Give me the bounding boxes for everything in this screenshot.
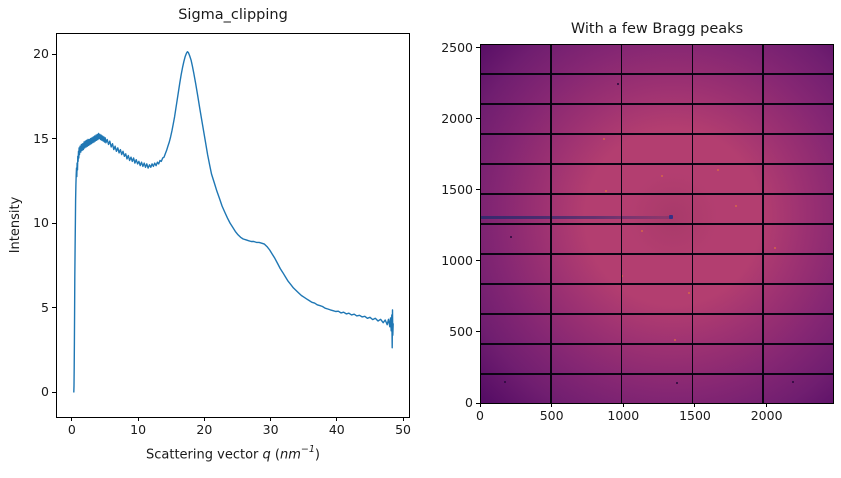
x-tick-label: 0 [476,408,484,423]
module-gap-vertical [762,45,764,403]
detector-image [480,44,834,404]
y-tick-label: 10 [33,215,49,231]
module-gap-vertical [550,45,552,403]
y-tick-mark [476,118,480,120]
bragg-peak [673,339,676,342]
y-tick-label: 5 [41,299,49,315]
x-tick-mark [270,417,272,421]
xlabel-q-symbol: q [262,447,271,463]
module-gap-vertical [691,45,693,403]
x-tick-mark [71,417,73,421]
x-tick-label: 50 [395,422,411,437]
y-tick-label: 2500 [441,39,473,55]
bragg-peak [605,190,608,193]
module-gap-horizontal [481,312,833,316]
bragg-peak [716,169,719,172]
left-x-axis-label: Scattering vector q (nm−1) [56,444,410,463]
bragg-peak [773,247,776,250]
left-plot-title: Sigma_clipping [178,7,288,23]
y-tick-mark [476,189,480,191]
y-tick-mark [52,53,56,55]
module-gap-horizontal [481,222,833,226]
y-tick-mark [52,222,56,224]
y-tick-mark [52,391,56,393]
y-tick-label: 0 [41,384,49,400]
y-tick-mark [476,47,480,49]
x-tick-mark [622,403,624,407]
x-tick-label: 0 [67,422,76,437]
x-tick-mark [551,403,553,407]
bragg-peak [735,205,738,208]
beam-center-dot [669,215,674,220]
xlabel-exponent: −1 [300,444,315,455]
x-tick-mark [137,417,139,421]
module-gap-horizontal [481,72,833,76]
scattering-curve-axes [56,33,410,418]
x-tick-mark [203,417,205,421]
dead-pixel [675,382,678,385]
x-tick-label: 20 [196,422,213,437]
module-gap-horizontal [481,102,833,106]
module-gap-horizontal [481,342,833,346]
module-gap-horizontal [481,372,833,376]
x-tick-mark [694,403,696,407]
x-tick-label: 1000 [607,408,640,423]
dead-pixel [792,381,795,384]
x-tick-label: 30 [262,422,279,437]
module-gap-horizontal [481,252,833,256]
x-tick-mark [479,403,481,407]
module-gap-horizontal [481,282,833,286]
dead-pixel [617,82,620,85]
intensity-curve-canvas [73,51,394,393]
module-gap-horizontal [481,162,833,166]
x-tick-label: 1500 [679,408,711,423]
x-tick-label: 500 [539,408,564,423]
xlabel-close-paren: ) [314,447,320,463]
x-tick-mark [766,403,768,407]
x-tick-mark [336,417,338,421]
xlabel-paren: ( [270,447,280,463]
y-tick-label: 500 [449,323,473,339]
y-tick-label: 0 [465,394,473,410]
y-tick-label: 2000 [441,110,473,126]
dead-pixel [503,381,506,384]
dead-pixel [509,235,512,238]
y-tick-mark [476,402,480,404]
x-tick-label: 2000 [750,408,783,423]
y-tick-label: 1000 [441,252,473,268]
y-tick-mark [52,307,56,309]
y-tick-label: 1500 [441,181,473,197]
module-gap-horizontal [481,132,833,136]
bragg-peak [640,230,643,233]
intensity-curve [73,51,394,393]
module-gap-vertical [621,45,623,403]
bragg-peak [688,292,691,295]
bragg-peak [660,175,663,178]
right-plot-title: With a few Bragg peaks [570,21,744,37]
module-gap-horizontal [481,192,833,196]
xlabel-unit: nm [280,447,301,463]
y-tick-label: 20 [33,45,49,61]
x-tick-mark [402,417,404,421]
bragg-peak [602,137,605,140]
y-tick-label: 15 [33,130,49,146]
x-tick-label: 10 [130,422,147,437]
xlabel-text: Scattering vector [146,447,263,463]
y-tick-mark [476,331,480,333]
x-tick-label: 40 [328,422,345,437]
y-tick-mark [476,260,480,262]
beamstop-streak [481,216,673,219]
y-tick-mark [52,138,56,140]
